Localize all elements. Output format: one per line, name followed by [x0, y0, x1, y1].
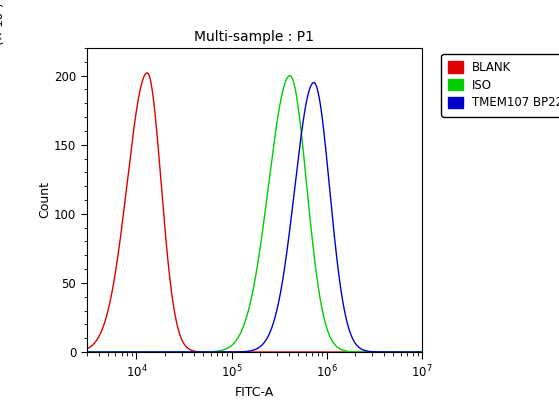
ISO	[287, 73, 293, 78]
BLANK	[392, 350, 399, 354]
ISO	[392, 350, 399, 354]
BLANK	[83, 347, 90, 352]
BLANK	[409, 350, 415, 354]
TMEM107 BP22	[310, 80, 317, 85]
Line: TMEM107 BP22: TMEM107 BP22	[87, 82, 422, 352]
BLANK	[243, 350, 249, 354]
Line: BLANK: BLANK	[87, 73, 422, 352]
TMEM107 BP22	[409, 350, 415, 354]
BLANK	[224, 350, 231, 354]
TMEM107 BP22	[243, 349, 249, 354]
BLANK	[227, 350, 234, 354]
Line: ISO: ISO	[87, 76, 422, 352]
Title: Multi-sample : P1: Multi-sample : P1	[195, 30, 314, 44]
BLANK	[419, 350, 425, 354]
TMEM107 BP22	[227, 350, 234, 354]
X-axis label: FITC-A: FITC-A	[235, 386, 274, 399]
TMEM107 BP22	[224, 350, 231, 354]
ISO	[409, 350, 415, 354]
ISO	[224, 346, 231, 350]
BLANK	[144, 70, 150, 75]
ISO	[419, 350, 425, 354]
TMEM107 BP22	[392, 350, 399, 354]
ISO	[227, 344, 234, 349]
BLANK	[327, 350, 334, 354]
Legend: BLANK, ISO, TMEM107 BP22: BLANK, ISO, TMEM107 BP22	[442, 54, 559, 116]
ISO	[83, 350, 90, 354]
Text: (× 10¹): (× 10¹)	[0, 2, 6, 45]
TMEM107 BP22	[327, 194, 334, 198]
Y-axis label: Count: Count	[38, 182, 51, 218]
ISO	[243, 316, 249, 321]
ISO	[327, 335, 334, 340]
TMEM107 BP22	[419, 350, 425, 354]
TMEM107 BP22	[83, 350, 90, 354]
